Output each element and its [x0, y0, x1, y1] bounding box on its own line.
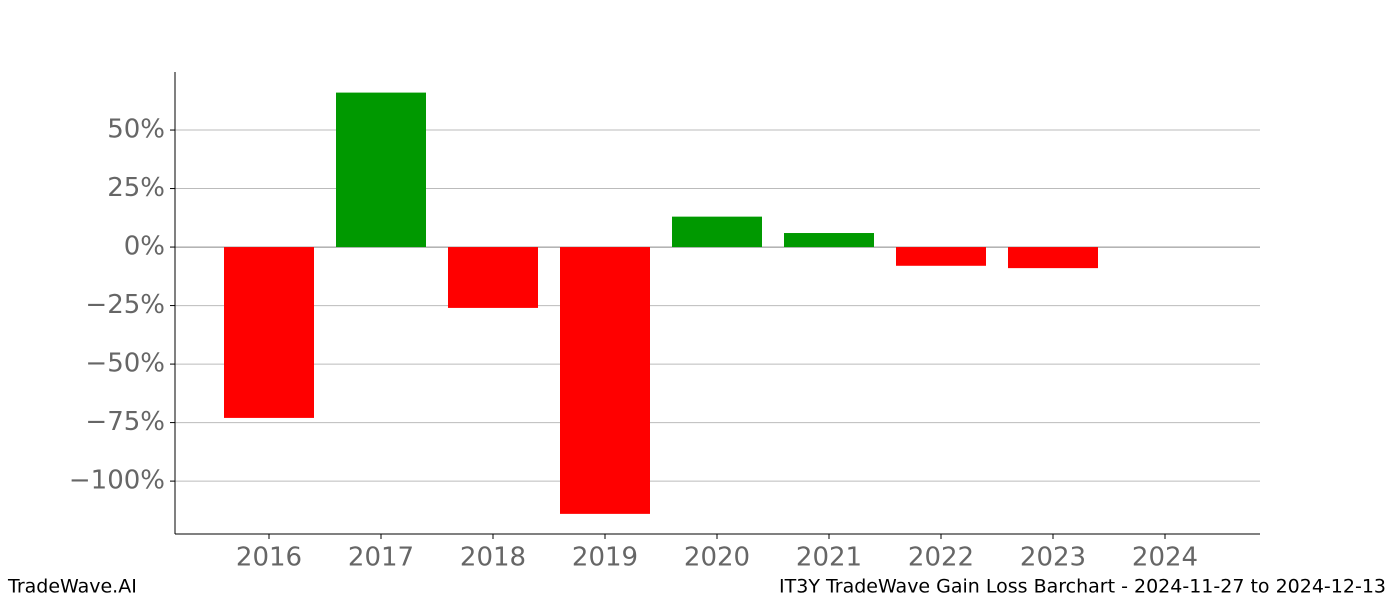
bar: [560, 247, 650, 514]
bar: [336, 92, 426, 248]
y-tick-label: 0%: [124, 232, 165, 262]
y-tick-label: −75%: [85, 407, 165, 437]
x-tick-label: 2017: [348, 543, 414, 573]
bar: [672, 216, 762, 248]
footer-left: TradeWave.AI: [7, 576, 137, 598]
y-tick-label: −25%: [85, 290, 165, 320]
footer-right: IT3Y TradeWave Gain Loss Barchart - 2024…: [779, 576, 1386, 598]
bar: [224, 247, 314, 418]
bar: [784, 233, 874, 248]
x-tick-label: 2019: [572, 543, 638, 573]
x-tick-label: 2024: [1132, 543, 1198, 573]
y-tick-label: −50%: [85, 349, 165, 379]
bar: [448, 247, 538, 308]
y-tick-label: 25%: [107, 173, 165, 203]
x-tick-label: 2016: [236, 543, 302, 573]
x-tick-label: 2023: [1020, 543, 1086, 573]
x-tick-label: 2022: [908, 543, 974, 573]
y-tick-label: −100%: [69, 466, 165, 496]
x-tick-label: 2018: [460, 543, 526, 573]
x-tick-label: 2021: [796, 543, 862, 573]
bar: [1008, 247, 1098, 269]
bar: [896, 247, 986, 266]
y-tick-label: 50%: [107, 115, 165, 145]
x-tick-label: 2020: [684, 543, 750, 573]
